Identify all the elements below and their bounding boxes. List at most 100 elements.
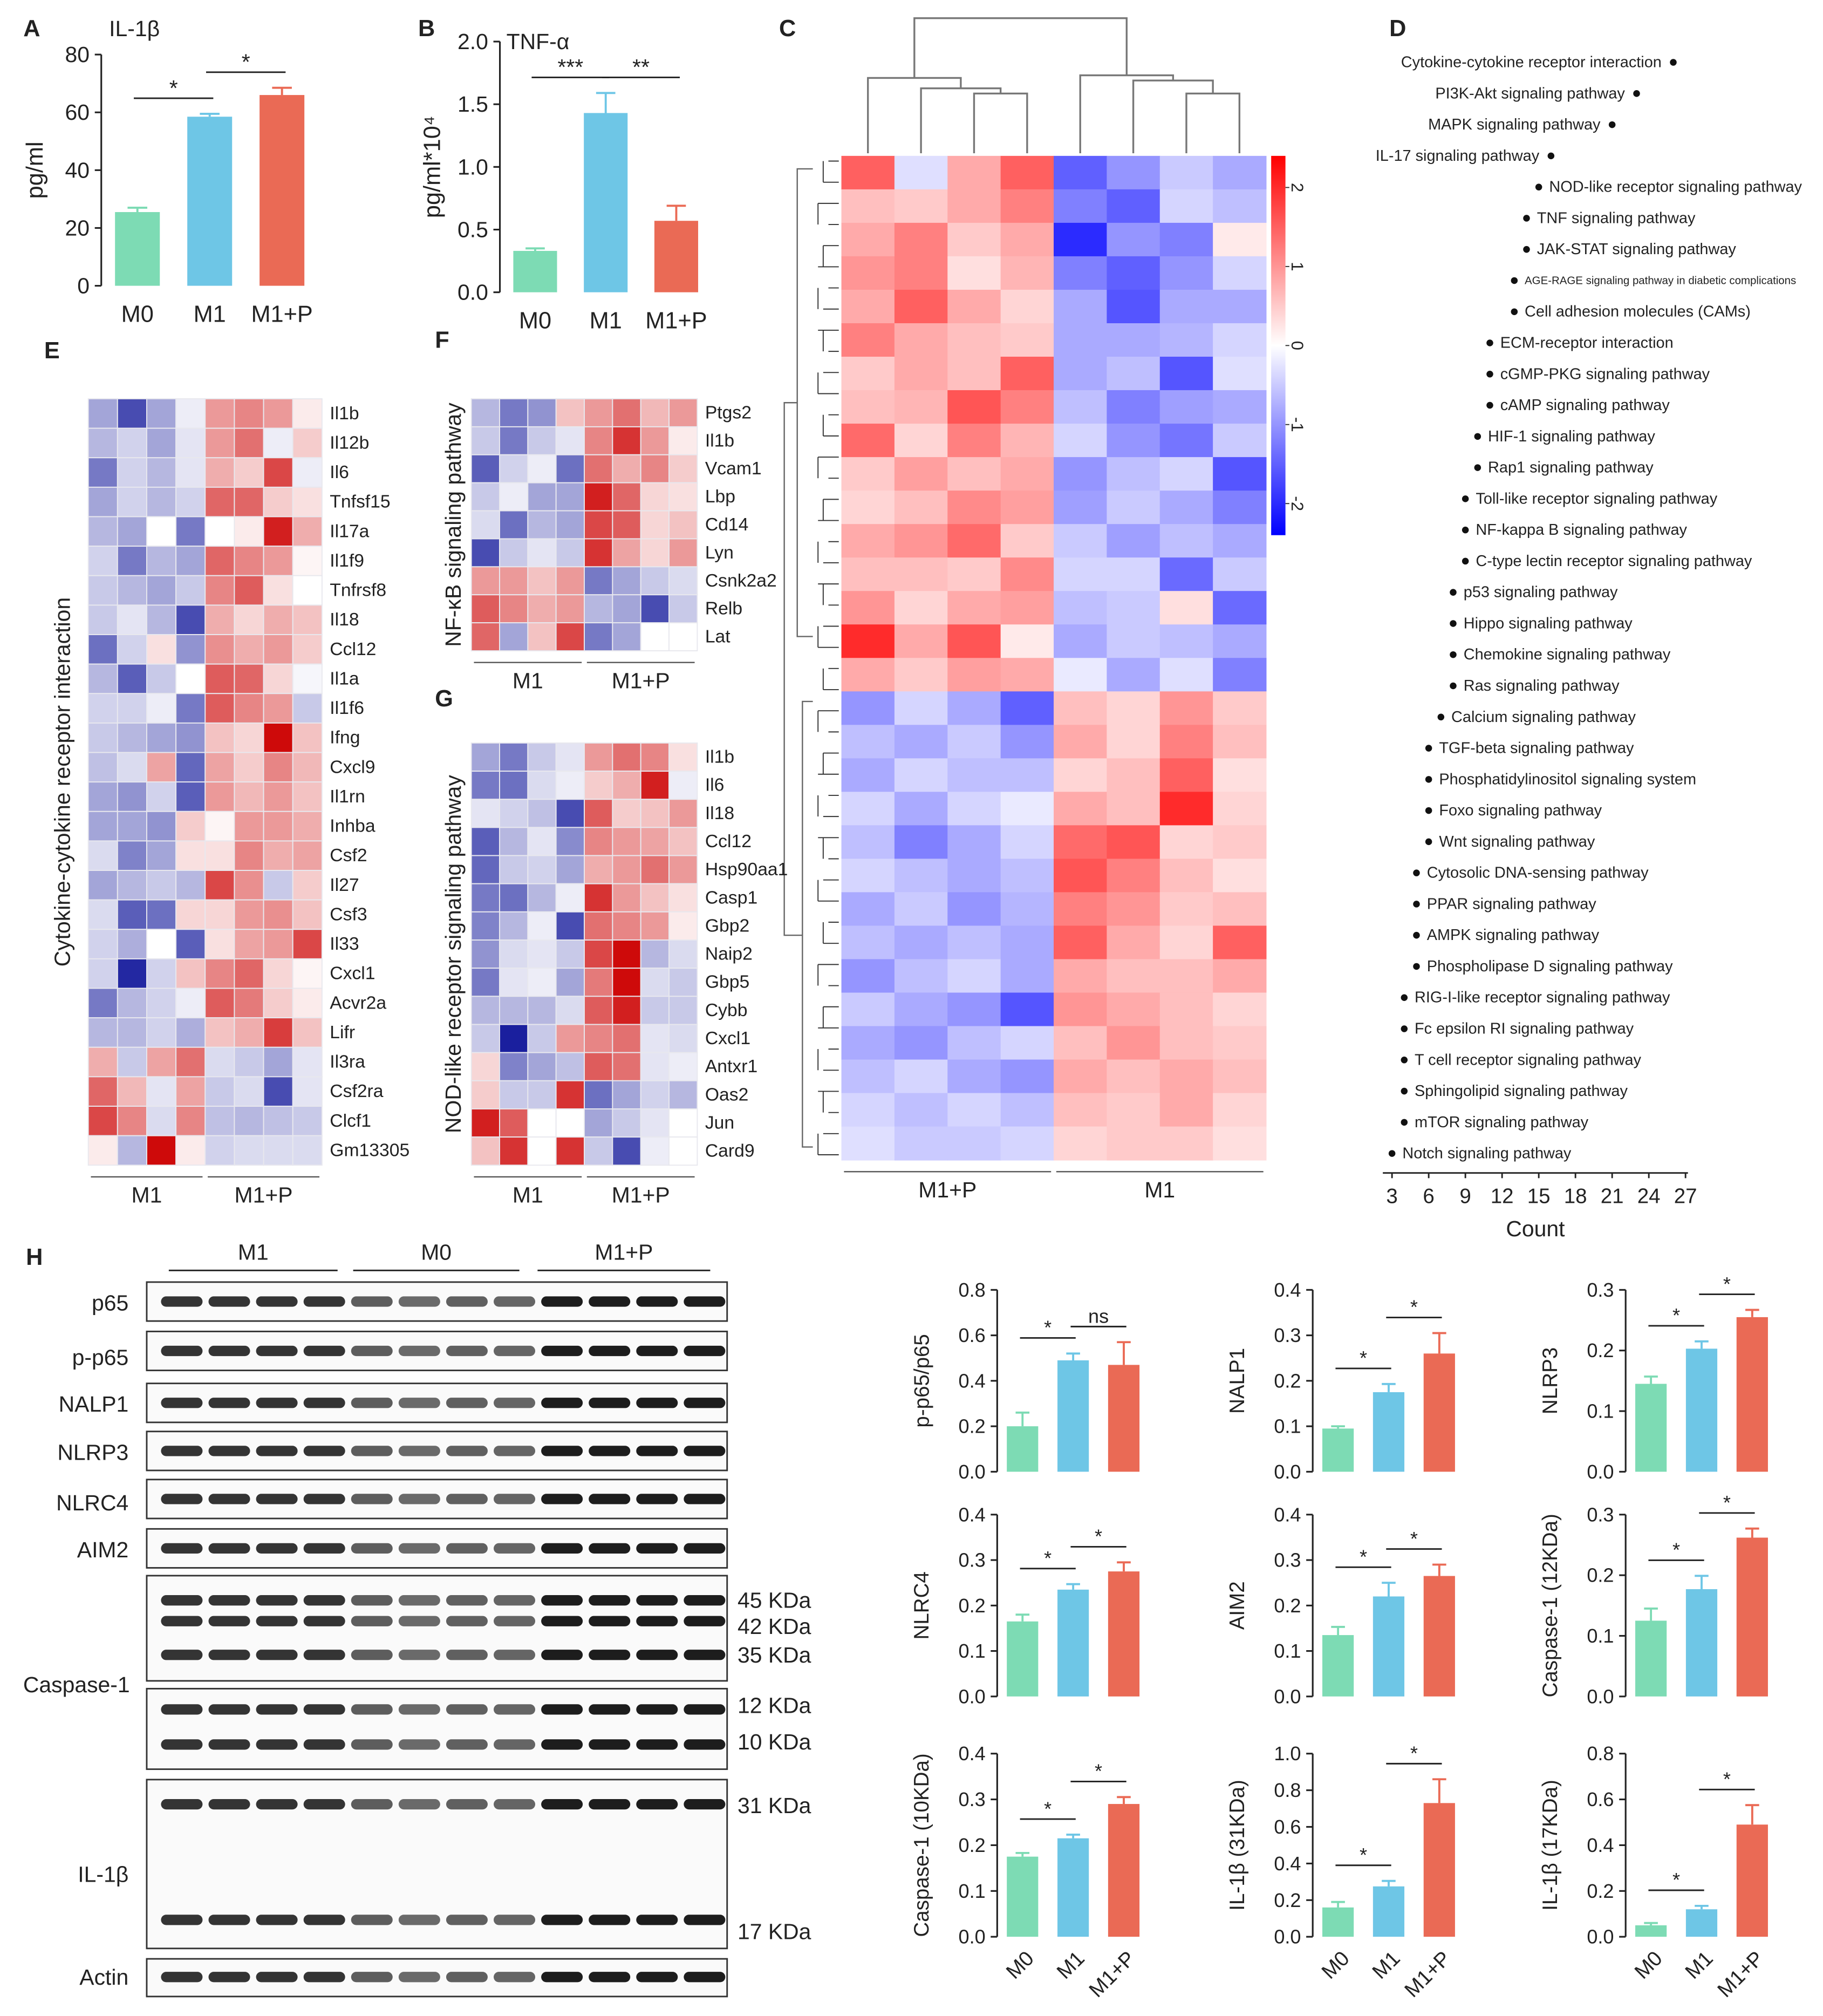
error-bar [1117, 1341, 1131, 1365]
heatmap-cell [292, 604, 323, 635]
heatmap-cell [1213, 591, 1267, 625]
heatmap-cell [204, 781, 235, 812]
bar [1685, 1909, 1718, 1937]
heatmap-cell [234, 457, 264, 488]
blot-band [446, 1650, 488, 1660]
heatmap-cell [204, 634, 235, 665]
blot-band [351, 1650, 393, 1660]
heatmap-cell [292, 752, 323, 783]
heatmap-cell [146, 929, 177, 959]
heatmap-cell [292, 457, 323, 488]
category-label: Ras signaling pathway [1464, 677, 1620, 694]
blot-band [494, 1616, 536, 1626]
blot-band [446, 1972, 488, 1983]
heatmap-cell [175, 929, 206, 959]
category-label: Chemokine signaling pathway [1464, 646, 1671, 663]
heatmap-cell [1000, 624, 1054, 659]
error-bar [1644, 1608, 1658, 1621]
heatmap-cell [234, 663, 264, 694]
heatmap-cell [841, 557, 895, 592]
blot-band [208, 1543, 250, 1554]
heatmap-cell [841, 491, 895, 525]
heatmap-cell [87, 987, 118, 1019]
heatmap-cell [470, 426, 500, 455]
heatmap-cell [1054, 758, 1108, 793]
error-bar [1382, 1879, 1396, 1886]
heatmap-cell [87, 958, 118, 989]
heatmap-cell [234, 840, 264, 871]
heatmap-cell [612, 482, 641, 512]
heatmap-cell [470, 1080, 500, 1109]
heatmap-cell [527, 1024, 557, 1053]
significance-label: * [1360, 1347, 1367, 1369]
y-tick-label: 20 [65, 215, 90, 240]
heatmap-cell [612, 398, 641, 427]
row-label: Antxr1 [705, 1057, 757, 1077]
heatmap-cell [499, 1024, 529, 1053]
blot-band [161, 1595, 203, 1606]
blot-band [161, 1616, 203, 1626]
heatmap-cell [87, 1017, 118, 1048]
heatmap-cell [1213, 557, 1267, 592]
dot [1401, 1119, 1408, 1126]
heatmap-cell [668, 1136, 698, 1166]
heatmap-cell [146, 870, 177, 901]
heatmap-cell [175, 1076, 206, 1107]
heatmap-cell [263, 899, 293, 930]
blot-frame [146, 1687, 728, 1770]
heatmap-cell [1000, 691, 1054, 726]
blot-band [541, 1398, 583, 1408]
heatmap-cell [1000, 725, 1054, 759]
heatmap-cell [841, 390, 895, 425]
blot-band [303, 1704, 345, 1715]
category-label: ECM-receptor interaction [1500, 335, 1674, 352]
panel-label: C [779, 16, 796, 42]
heatmap-cell [841, 524, 895, 559]
heatmap-cell [640, 911, 670, 941]
heatmap-cell [527, 1052, 557, 1081]
heatmap-cell [1107, 390, 1160, 425]
error-bar [1745, 1804, 1759, 1825]
heatmap-cell [263, 840, 293, 871]
heatmap-cell [204, 1017, 235, 1048]
heatmap-cell [117, 604, 147, 635]
blot-band [161, 1345, 203, 1357]
heatmap-cell [1107, 1093, 1160, 1127]
blot-band [303, 1494, 345, 1504]
y-tick-label: 0.2 [1587, 1564, 1614, 1586]
heatmap-cell [612, 911, 641, 941]
group-label: M1 [1144, 1177, 1175, 1202]
heatmap-cell [499, 1080, 529, 1109]
blot-band [398, 1650, 440, 1660]
category-label: p53 signaling pathway [1464, 584, 1618, 601]
heatmap-cell [841, 457, 895, 492]
heatmap-cell [1054, 1093, 1108, 1127]
row-label: Il33 [330, 934, 359, 954]
heatmap-cell [584, 622, 613, 651]
heatmap-cell [204, 546, 235, 576]
heatmap-cell [612, 1052, 641, 1081]
heatmap-cell [146, 958, 177, 989]
heatmap-cell [1213, 491, 1267, 525]
heatmap-cell [947, 357, 1001, 391]
category-label: Fc epsilon RI signaling pathway [1415, 1020, 1634, 1038]
heatmap-cell [841, 1026, 895, 1060]
blot-band [398, 1398, 440, 1408]
heatmap-cell [146, 457, 177, 488]
blot-band [541, 1915, 583, 1925]
row-label: Acvr2a [330, 993, 386, 1013]
dot [1535, 183, 1542, 190]
heatmap-cell [894, 892, 948, 927]
heatmap-cell [1107, 859, 1160, 893]
category-label: cGMP-PKG signaling pathway [1500, 365, 1710, 383]
heatmap-cell [527, 622, 557, 651]
heatmap-cell [470, 911, 500, 941]
x-tick-label: 21 [1601, 1185, 1624, 1208]
heatmap-cell [175, 693, 206, 724]
heatmap-cell [87, 1046, 118, 1078]
heatmap-cell [1213, 1126, 1267, 1161]
heatmap-cell [894, 189, 948, 223]
dot [1462, 526, 1469, 534]
bar [115, 212, 160, 286]
blot-band [541, 1345, 583, 1357]
